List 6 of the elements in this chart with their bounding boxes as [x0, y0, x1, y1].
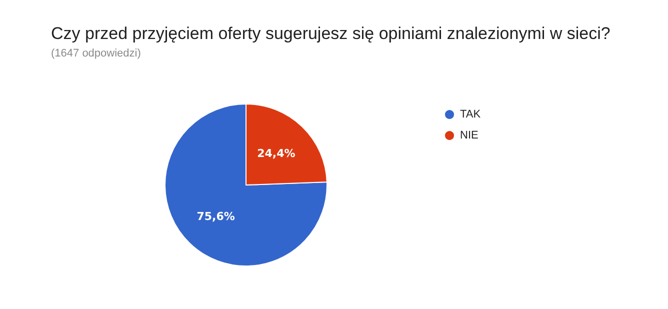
chart-title: Czy przed przyjęciem oferty sugerujesz się opiniami znalezionymi w sieci? — [51, 24, 610, 43]
data-label: 24,4% — [257, 147, 296, 160]
legend-label: NIE — [460, 130, 478, 142]
data-label: 75,6% — [196, 210, 235, 223]
chart-subtitle: (1647 odpowiedzi) — [51, 48, 141, 60]
legend-label: TAK — [460, 108, 482, 120]
